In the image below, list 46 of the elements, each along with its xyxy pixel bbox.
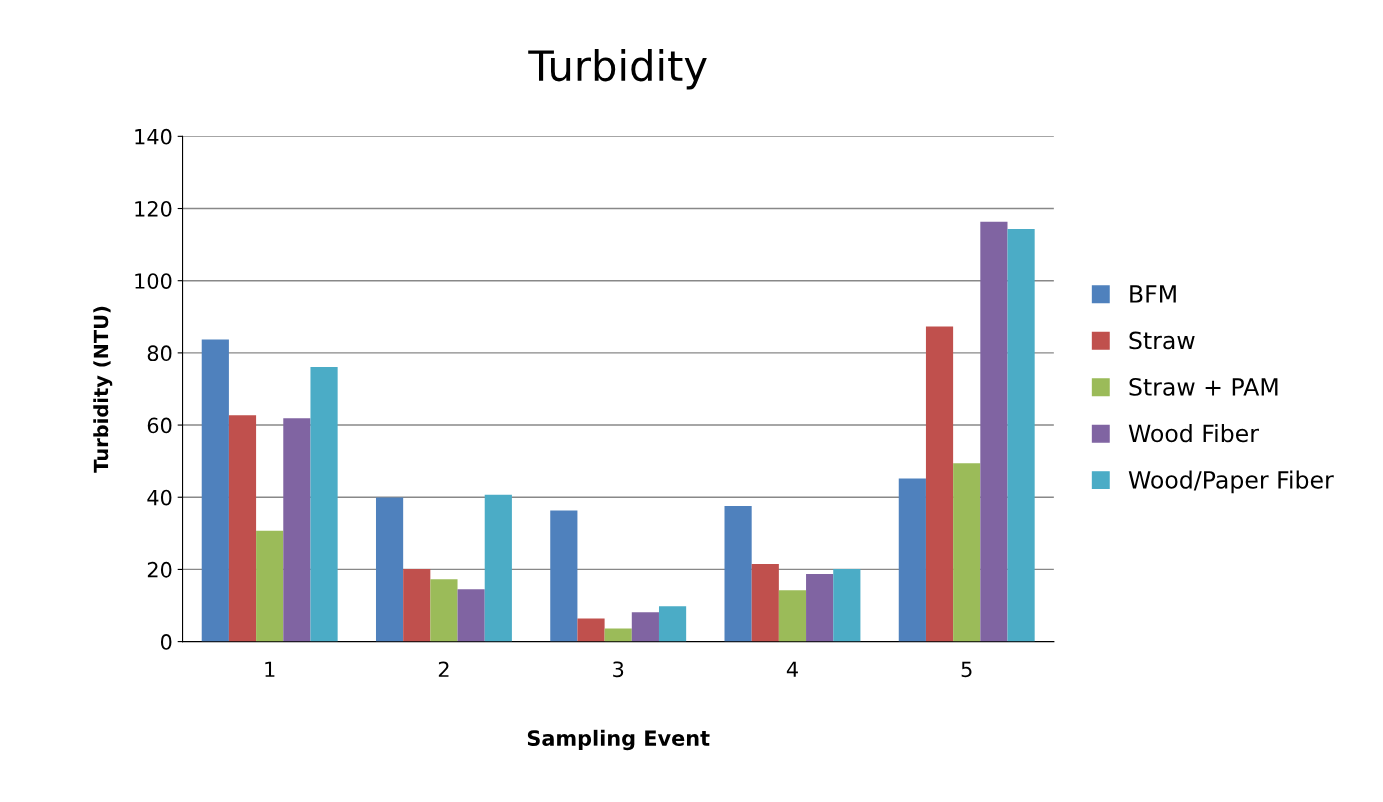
y-tick-label: 0	[160, 634, 172, 650]
y-tick-label: 80	[147, 345, 172, 362]
bar	[751, 564, 779, 642]
x-axis-title: Sampling Event	[527, 729, 710, 751]
bar	[457, 589, 485, 642]
bar	[256, 530, 284, 642]
bar	[980, 221, 1008, 642]
bar	[228, 415, 257, 642]
y-tick-label: 20	[147, 561, 172, 578]
y-tick-label: 100	[135, 273, 172, 289]
bar	[658, 606, 687, 642]
bar	[577, 618, 605, 642]
x-tick-label: 5	[961, 661, 972, 678]
bar	[925, 326, 954, 642]
bar	[430, 579, 458, 642]
legend-label: Straw + PAM	[1129, 377, 1278, 396]
chart-title: Turbidity	[528, 49, 707, 90]
x-tick-label: 3	[613, 661, 624, 678]
bar	[310, 366, 338, 642]
legend-label: Wood Fiber	[1128, 424, 1259, 443]
bar	[283, 418, 311, 642]
bar	[806, 574, 834, 642]
x-tick-label: 1	[265, 661, 275, 677]
bar	[778, 590, 807, 642]
bar	[484, 494, 512, 642]
x-tick-label: 4	[786, 661, 798, 677]
bar	[375, 497, 404, 642]
legend-label: Straw	[1129, 331, 1195, 350]
bar	[724, 505, 752, 642]
legend-label: Wood/Paper Fiber	[1128, 470, 1334, 494]
y-tick-label: 40	[147, 489, 172, 506]
bar	[953, 463, 981, 642]
y-tick-label: 60	[147, 417, 172, 434]
bar	[604, 628, 632, 642]
legend-label: BFM	[1130, 285, 1176, 303]
y-tick-label: 140	[135, 128, 172, 145]
x-tick-label: 2	[438, 661, 449, 677]
bar	[201, 339, 229, 642]
bar	[898, 478, 926, 642]
bar	[550, 510, 578, 642]
y-tick-label: 120	[135, 200, 172, 217]
y-axis-title: Turbidity (NTU)	[93, 306, 113, 473]
bar	[833, 569, 861, 642]
bar	[631, 612, 659, 642]
bar	[1007, 229, 1035, 642]
bar	[403, 569, 431, 642]
